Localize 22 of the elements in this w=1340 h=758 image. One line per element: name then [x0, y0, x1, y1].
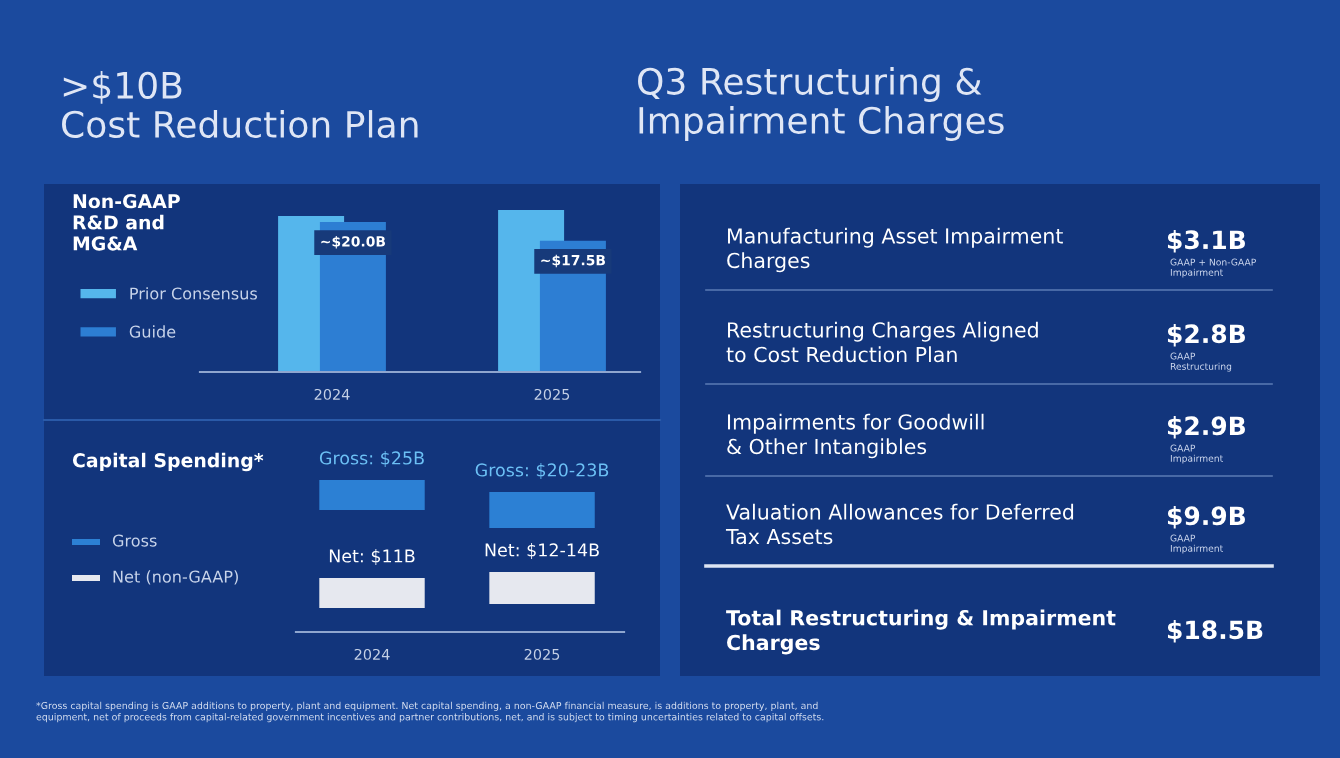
- text: Net (non-GAAP): [113, 570, 238, 585]
- legend-label: Prior Consensus: [130, 287, 258, 300]
- text: Capital Spending*: [72, 452, 264, 472]
- text: Impairments for Goodwill & Other Intangibles: [727, 413, 984, 459]
- text: $9.9B: [1167, 505, 1245, 529]
- text: Manufacturing Asset Impairment Charges: [727, 227, 1063, 273]
- text: Q3 Restructuring & Impairment Charges: [638, 66, 1004, 142]
- legend-label: Guide: [129, 325, 176, 338]
- text: $18.5B: [1167, 619, 1263, 643]
- chart-subtitle: Non-GAAP R&D and MG&A: [73, 194, 180, 251]
- text: Gross: $25B: [319, 451, 424, 467]
- text: Gross: [112, 534, 157, 547]
- text: Valuation Allowances for Deferred Tax Assets: [725, 503, 1074, 545]
- text: $3.1B: [1167, 229, 1245, 253]
- text: $2.8B: [1167, 323, 1245, 347]
- text: Net: $12-14B: [485, 543, 599, 559]
- text: Net: $11B: [329, 549, 415, 565]
- text: $2.9B: [1167, 415, 1245, 439]
- text: Gross: $20-23B: [475, 463, 609, 479]
- text: Restructuring Charges Aligned to Cost Reduction Plan: [726, 321, 1038, 363]
- chart-title: >$10B Cost Reduction Plan: [62, 70, 418, 139]
- text: Total Restructuring & Impairment Charges: [726, 609, 1116, 655]
